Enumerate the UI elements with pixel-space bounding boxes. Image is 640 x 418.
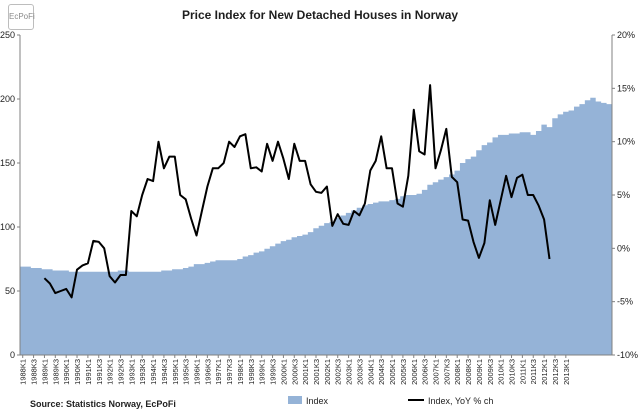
legend-label-yoy: Index, YoY % ch <box>428 396 493 406</box>
x-tick-label: 2005K3 <box>399 359 408 385</box>
x-tick-label: 2009K3 <box>486 359 495 385</box>
x-tick-label: 2003K3 <box>355 359 364 385</box>
right-tick-label: 0% <box>617 243 630 253</box>
x-tick-label: 1995K3 <box>182 359 191 385</box>
x-tick-label: 2011K3 <box>529 359 538 384</box>
chart-source: Source: Statistics Norway, EcPoFi <box>30 399 176 409</box>
x-tick-label: 2006K3 <box>421 359 430 385</box>
x-tick-label: 1996K1 <box>193 359 202 385</box>
right-tick-label: 20% <box>617 30 635 40</box>
legend-swatch-index <box>288 396 302 404</box>
x-tick-label: 1992K1 <box>106 359 115 385</box>
x-tick-label: 1998K1 <box>236 359 245 385</box>
x-tick-label: 2009K1 <box>475 359 484 385</box>
right-tick-label: -10% <box>617 350 638 360</box>
yoy-line <box>43 84 551 299</box>
x-tick-label: 1991K3 <box>95 359 104 385</box>
x-tick-label: 2013K1 <box>562 359 571 385</box>
x-tick-label: 1989K3 <box>51 359 60 385</box>
x-tick-label: 2007K1 <box>431 359 440 385</box>
ecpofi-logo: EcPoFi <box>8 4 35 30</box>
x-tick-label: 1988K1 <box>19 359 28 385</box>
legend-label-index: Index <box>306 396 329 406</box>
x-tick-label: 2010K3 <box>508 359 517 385</box>
x-tick-label: 1998K3 <box>247 359 256 385</box>
x-tick-label: 2012K3 <box>551 359 560 385</box>
x-tick-label: 2000K1 <box>279 359 288 385</box>
x-tick-label: 1994K3 <box>160 359 169 385</box>
x-tick-label: 2004K3 <box>377 359 386 385</box>
x-tick-label: 2003K1 <box>345 359 354 385</box>
x-tick-label: 1992K3 <box>116 359 125 385</box>
x-tick-label: 1999K3 <box>269 359 278 385</box>
x-tick-label: 2002K3 <box>334 359 343 385</box>
left-tick-label: 250 <box>0 30 15 40</box>
x-tick-label: 1990K1 <box>62 359 71 385</box>
left-tick-label: 100 <box>0 222 15 232</box>
x-tick-label: 2010K1 <box>497 359 506 385</box>
index-area <box>20 97 612 355</box>
x-tick-label: 1991K1 <box>84 359 93 385</box>
left-tick-label: 0 <box>10 350 15 360</box>
left-tick-label: 150 <box>0 158 15 168</box>
x-tick-label: 2001K1 <box>301 359 310 385</box>
x-tick-label: 2005K1 <box>388 359 397 385</box>
x-tick-label: 1997K3 <box>225 359 234 385</box>
right-tick-label: 5% <box>617 190 630 200</box>
x-tick-label: 1993K1 <box>127 359 136 385</box>
right-tick-label: 15% <box>617 83 635 93</box>
x-tick-label: 1999K1 <box>258 359 267 385</box>
x-tick-label: 2004K1 <box>366 359 375 385</box>
x-tick-label: 2008K1 <box>453 359 462 385</box>
x-tick-label: 1996K3 <box>203 359 212 385</box>
x-tick-label: 1997K1 <box>214 359 223 385</box>
left-tick-label: 200 <box>0 94 15 104</box>
right-tick-label: -5% <box>617 297 633 307</box>
x-tick-label: 2007K3 <box>442 359 451 385</box>
x-tick-label: 2006K1 <box>410 359 419 385</box>
right-tick-label: 10% <box>617 137 635 147</box>
x-tick-label: 1988K3 <box>30 359 39 385</box>
x-tick-label: 1990K3 <box>73 359 82 385</box>
x-tick-label: 2012K1 <box>540 359 549 385</box>
x-tick-label: 2001K3 <box>312 359 321 385</box>
x-tick-label: 2011K1 <box>518 359 527 384</box>
x-tick-label: 1993K3 <box>138 359 147 385</box>
x-tick-label: 2008K3 <box>464 359 473 385</box>
left-tick-label: 50 <box>5 286 15 296</box>
x-tick-label: 2000K3 <box>290 359 299 385</box>
chart-title: Price Index for New Detached Houses in N… <box>181 8 459 22</box>
x-tick-label: 1994K1 <box>149 359 158 385</box>
x-tick-label: 2002K1 <box>323 359 332 385</box>
x-tick-label: 1995K1 <box>171 359 180 385</box>
x-tick-label: 1989K1 <box>40 359 49 385</box>
